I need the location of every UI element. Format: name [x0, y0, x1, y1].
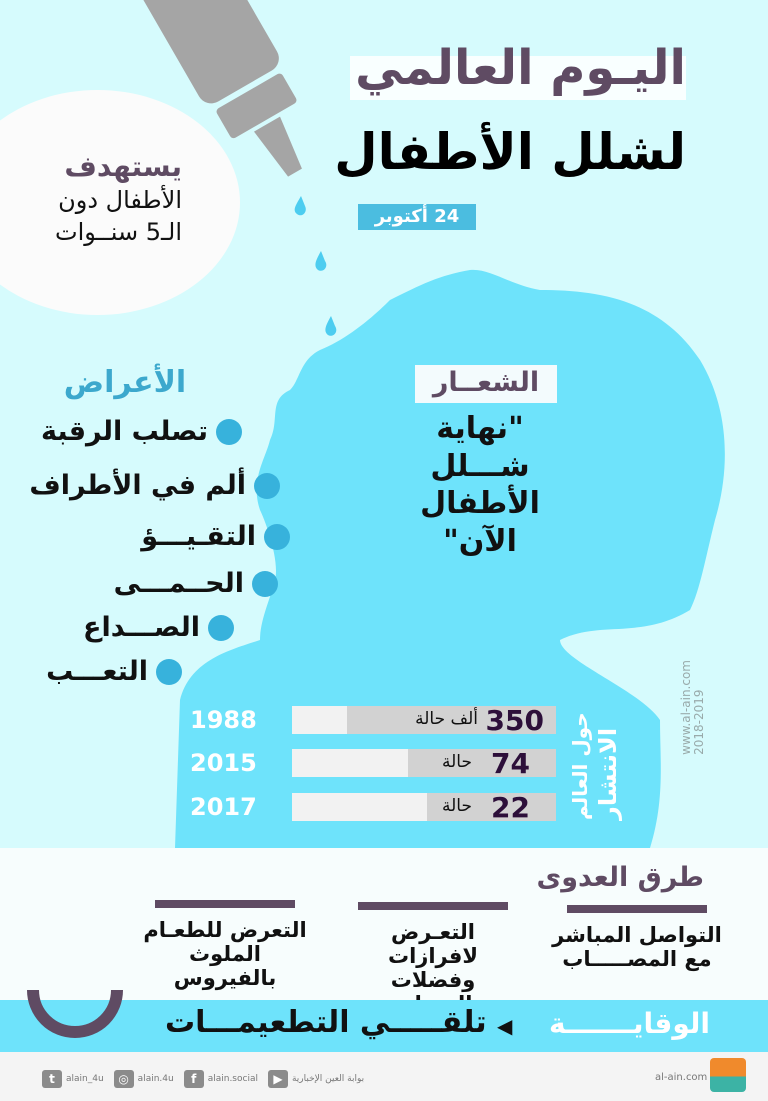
- stat-bar: حالة 74: [292, 747, 556, 780]
- date-badge: 24 أكتوبر: [358, 204, 476, 230]
- arrow-left-icon: ◀: [497, 1014, 513, 1038]
- prevention-label: الوقايـــــــة: [549, 1007, 710, 1040]
- target-line1: الأطفال دون: [58, 185, 182, 214]
- stat-row-2017: 2017 حالة 22: [190, 791, 560, 824]
- prevention-band: [0, 1000, 768, 1052]
- wheel-overlay-icon: [27, 990, 123, 1038]
- facebook-icon: f: [183, 1070, 204, 1088]
- target-heading: يستهدف: [64, 150, 182, 183]
- prevention-value: تلقـــــي التطعيمـــات: [165, 1005, 487, 1040]
- bullet-icon: [254, 472, 280, 499]
- divider: [567, 905, 707, 913]
- bullet-icon: [208, 614, 234, 641]
- divider: [155, 900, 295, 908]
- slogan-label: الشعــار: [415, 365, 557, 403]
- site-link[interactable]: al-ain.com: [655, 1072, 708, 1083]
- twitter-icon: t: [42, 1070, 62, 1088]
- stat-row-1988: 1988 ألف حالة 350: [190, 704, 560, 737]
- bullet-icon: [252, 570, 278, 597]
- stat-bar: حالة 22: [292, 791, 556, 824]
- transmission-item: التواصل المباشر مع المصـــــاب: [552, 905, 722, 971]
- slogan-text: "نهاية شـــلل الأطفال الآن": [420, 411, 540, 559]
- social-instagram[interactable]: ◎ alain.4u: [113, 1070, 174, 1088]
- bullet-icon: [216, 418, 242, 445]
- symptom-item: الحــمـــى: [114, 568, 278, 599]
- social-twitter[interactable]: t alain_4u: [42, 1070, 104, 1088]
- page-title-line1: اليـوم العالمي: [355, 40, 686, 96]
- al-ain-logo: [710, 1058, 746, 1092]
- symptom-item: الصـــداع: [83, 612, 234, 643]
- copyright: www.al-ain.com 2018-2019: [679, 660, 706, 755]
- spread-vertical-title: حول العالم الانتشار: [568, 712, 622, 820]
- social-facebook[interactable]: f alain.social: [183, 1070, 258, 1088]
- symptom-item: تصلب الرقبة: [41, 416, 242, 447]
- target-line2: الـ5 سنــوات: [55, 217, 182, 246]
- social-youtube[interactable]: ▶ بوابة العين الإخبارية: [267, 1070, 364, 1088]
- symptoms-title: الأعراض: [63, 365, 187, 400]
- child-head-silhouette: [175, 269, 725, 848]
- symptom-item: ألم في الأطراف: [29, 470, 280, 501]
- stat-row-2015: 2015 حالة 74: [190, 747, 560, 780]
- vaccine-bottle-icon: [136, 0, 302, 177]
- drops-icon: [294, 196, 337, 336]
- bullet-icon: [156, 658, 182, 685]
- transmission-title: طرق العدوى: [536, 862, 704, 893]
- transmission-panel: [0, 848, 768, 1000]
- instagram-icon: ◎: [113, 1070, 134, 1088]
- social-links: t alain_4u ◎ alain.4u f alain.social ▶ بوابة…: [42, 1070, 364, 1088]
- divider: [358, 902, 508, 910]
- youtube-icon: ▶: [267, 1070, 288, 1088]
- bullet-icon: [264, 523, 290, 550]
- target-circle: [0, 90, 240, 315]
- symptom-item: التقـيـــؤ: [141, 521, 290, 552]
- transmission-item: التعرض للطعـام الملوث بالفيروس: [140, 900, 310, 990]
- symptom-item: التعـــب: [46, 656, 182, 687]
- target-section: يستهدف الأطفال دون الـ5 سنــوات: [0, 150, 182, 248]
- stat-bar: ألف حالة 350: [292, 704, 556, 737]
- page-title-line2: لشلل الأطفال: [334, 123, 686, 181]
- title-highlight: [350, 56, 686, 100]
